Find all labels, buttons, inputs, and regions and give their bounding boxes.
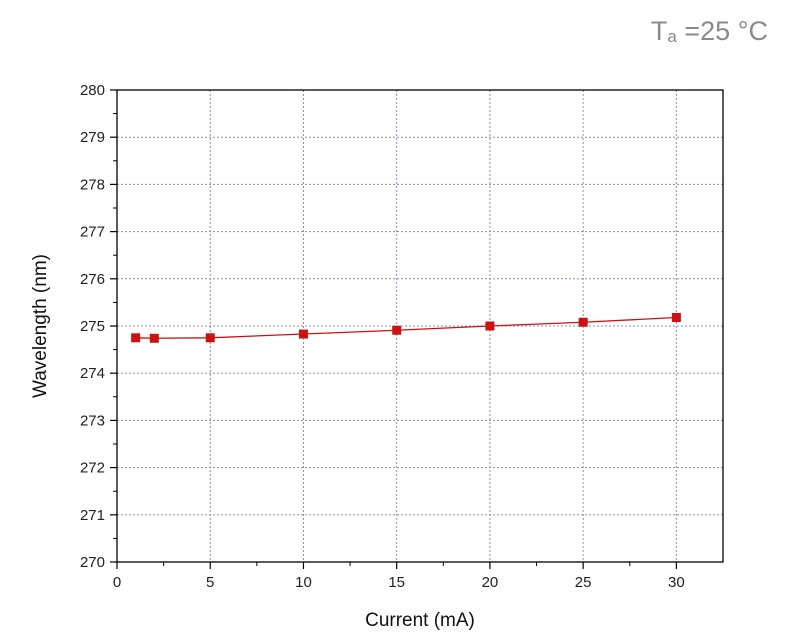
- temperature-annotation: Ta =25 °C: [651, 16, 768, 47]
- x-tick-label: 10: [295, 574, 312, 591]
- x-tick-label: 15: [388, 574, 405, 591]
- y-tick-label: 277: [80, 224, 105, 241]
- y-axis-label: Wavelength (nm): [30, 254, 51, 398]
- x-axis-label: Current (mA): [365, 610, 475, 631]
- y-tick-label: 276: [80, 271, 105, 288]
- grid-lines: [117, 90, 723, 562]
- y-tick-label: 273: [80, 412, 105, 429]
- data-point-marker: [671, 313, 681, 323]
- data-point-marker: [149, 333, 159, 343]
- data-point-marker: [298, 329, 308, 339]
- data-point-marker: [392, 325, 402, 335]
- data-point-marker: [578, 317, 588, 327]
- x-tick-label: 25: [575, 574, 592, 591]
- axis-ticks: 0 5 10 15 20 25 30 270 271 272 273 274 275 276 277 278 2…: [80, 82, 685, 591]
- y-tick-label: 280: [80, 82, 105, 99]
- data-point-marker: [131, 333, 141, 343]
- x-tick-label: 30: [668, 574, 685, 591]
- y-tick-label: 274: [80, 365, 105, 382]
- y-tick-label: 270: [80, 554, 105, 571]
- y-tick-label: 272: [80, 460, 105, 477]
- x-tick-label: 0: [113, 574, 121, 591]
- y-tick-label: 279: [80, 129, 105, 146]
- y-tick-label: 275: [80, 318, 105, 335]
- y-tick-label: 271: [80, 507, 105, 524]
- series-line: [135, 316, 677, 339]
- y-tick-label: 278: [80, 176, 105, 193]
- plot-frame: [116, 89, 724, 563]
- data-point-marker: [205, 333, 215, 343]
- annotation-subscript: a: [667, 27, 677, 46]
- annotation-value: =25 °C: [676, 16, 768, 46]
- data-point-marker: [485, 321, 495, 331]
- x-tick-label: 5: [206, 574, 214, 591]
- series-layer: [131, 313, 681, 343]
- annotation-symbol: T: [650, 16, 668, 46]
- x-tick-label: 20: [482, 574, 499, 591]
